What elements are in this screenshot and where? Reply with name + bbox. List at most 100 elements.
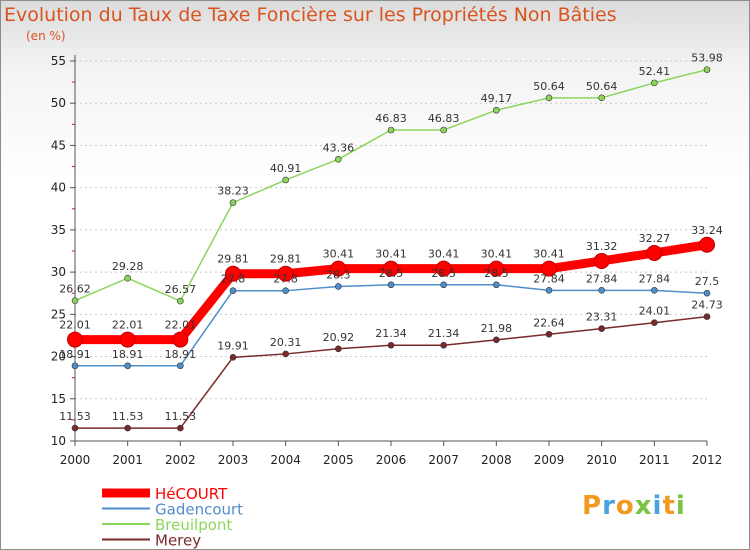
x-tick-label: 2006 <box>376 453 407 467</box>
data-label: 11.53 <box>59 410 91 423</box>
data-label: 52.41 <box>639 65 671 78</box>
data-point <box>229 354 237 361</box>
data-point <box>67 331 83 348</box>
y-tick-label: 35 <box>51 223 66 237</box>
data-label: 20.92 <box>323 331 355 344</box>
data-label: 24.01 <box>639 305 671 318</box>
y-tick-label: 55 <box>51 54 66 68</box>
data-label: 29.81 <box>270 253 302 266</box>
data-label: 30.41 <box>533 248 565 261</box>
data-label: 50.64 <box>533 80 565 93</box>
data-point <box>119 331 136 348</box>
data-label: 46.83 <box>375 112 407 125</box>
data-point <box>335 283 342 290</box>
logo-letter: r <box>602 491 616 521</box>
legend-label: Breuilpont <box>155 516 232 534</box>
x-tick-label: 2003 <box>218 453 249 467</box>
data-point <box>440 281 447 289</box>
x-tick-label: 2011 <box>639 453 670 467</box>
data-point <box>699 236 715 253</box>
data-label: 27.84 <box>533 272 565 285</box>
data-label: 27.5 <box>695 275 720 288</box>
data-label: 46.83 <box>428 112 460 125</box>
data-label: 22.01 <box>59 319 91 332</box>
data-label: 26.57 <box>165 283 197 296</box>
legend-label: HéCOURT <box>155 485 228 503</box>
y-tick-label: 25 <box>51 307 66 321</box>
data-point <box>282 176 289 184</box>
data-point <box>440 341 447 349</box>
data-point <box>545 330 553 338</box>
data-label: 28.5 <box>484 267 509 280</box>
data-label: 53.98 <box>691 52 723 65</box>
data-point <box>646 244 663 261</box>
chart-title: Evolution du Taux de Taxe Foncière sur l… <box>4 4 617 26</box>
data-point <box>598 94 605 102</box>
data-label: 31.32 <box>586 240 618 253</box>
data-point <box>225 265 241 282</box>
logo-letter: t <box>662 491 676 521</box>
data-point <box>545 94 553 102</box>
data-point <box>71 297 79 304</box>
data-point <box>124 424 131 432</box>
data-label: 27.8 <box>273 273 298 286</box>
data-point <box>440 126 447 134</box>
x-tick-label: 2000 <box>60 453 91 467</box>
data-label: 23.31 <box>586 311 618 324</box>
proxiti-logo: Proxiti <box>582 491 686 521</box>
data-label: 19.91 <box>217 339 249 352</box>
data-label: 22.64 <box>533 316 565 329</box>
data-label: 33.24 <box>691 224 723 237</box>
data-point <box>651 319 658 326</box>
data-label: 29.81 <box>217 253 249 266</box>
x-tick-label: 2007 <box>428 453 459 467</box>
x-tick-label: 2009 <box>534 453 565 467</box>
data-label: 18.91 <box>59 348 91 361</box>
data-label: 32.27 <box>639 232 671 245</box>
data-labels: 22.01 22.01 22.01 29.81 29.81 30.41 30.41 30.41… <box>59 52 723 423</box>
data-point <box>71 362 79 370</box>
logo-letter: P <box>582 491 603 521</box>
data-label: 11.53 <box>165 410 197 423</box>
data-point <box>335 345 342 353</box>
y-tick-label: 10 <box>51 434 66 448</box>
logo-letter: x <box>634 491 653 521</box>
axes: 10 15 20 25 30 35 40 45 50 55 2000 2001 2002 2003 2004… <box>51 54 723 467</box>
data-point <box>387 126 395 134</box>
data-label: 30.41 <box>428 248 460 261</box>
data-point <box>703 289 711 297</box>
data-label: 22.01 <box>165 319 197 332</box>
data-point <box>598 287 605 294</box>
legend-label: Gadencourt <box>155 501 243 519</box>
data-point <box>651 79 658 87</box>
data-label: 21.98 <box>481 322 513 335</box>
y-tick-label: 30 <box>51 265 66 279</box>
data-label: 26.62 <box>59 283 91 296</box>
data-point <box>177 424 184 432</box>
data-point <box>330 260 347 277</box>
data-label: 18.91 <box>165 348 197 361</box>
y-tick-label: 15 <box>51 392 66 406</box>
data-label: 30.41 <box>323 248 355 261</box>
data-point <box>651 287 658 294</box>
data-point <box>177 362 184 370</box>
data-point <box>172 331 189 348</box>
data-label: 24.73 <box>691 299 723 312</box>
data-point <box>541 260 557 277</box>
data-point <box>493 281 500 289</box>
x-tick-label: 2004 <box>270 453 301 467</box>
data-label: 11.53 <box>112 410 144 423</box>
data-label: 21.34 <box>375 327 407 340</box>
data-point <box>493 106 500 114</box>
data-point <box>703 66 711 73</box>
series-group <box>67 66 715 432</box>
x-tick-label: 2008 <box>481 453 512 467</box>
x-tick-label: 2005 <box>323 453 354 467</box>
data-point <box>493 336 500 344</box>
data-point <box>593 252 610 269</box>
data-label: 27.84 <box>586 272 618 285</box>
data-point <box>383 260 399 277</box>
data-point <box>703 313 711 320</box>
logo-letter: o <box>615 491 635 521</box>
